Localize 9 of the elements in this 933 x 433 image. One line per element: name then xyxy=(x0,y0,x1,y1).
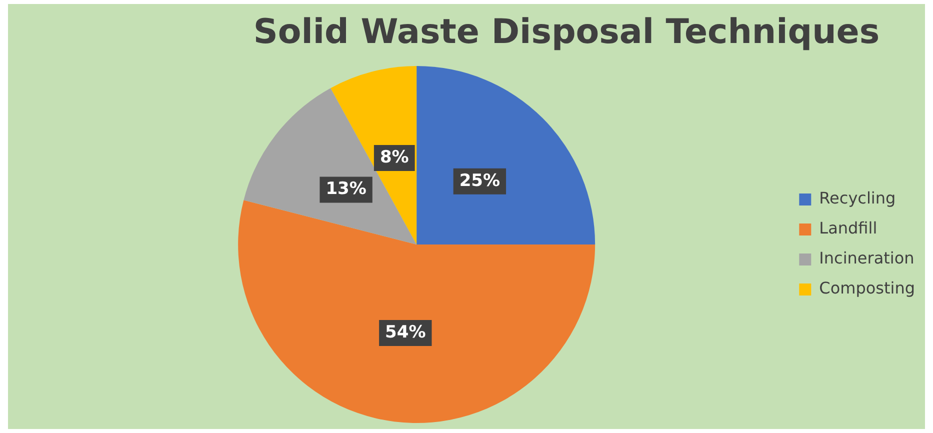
legend-label: Composting xyxy=(819,278,915,298)
legend-label: Recycling xyxy=(819,188,896,208)
data-label: 25% xyxy=(459,170,500,191)
legend-label: Landfill xyxy=(819,218,878,238)
data-label: 8% xyxy=(380,147,409,168)
data-label: 54% xyxy=(385,322,426,342)
legend-label: Incineration xyxy=(819,248,914,268)
chart-title: Solid Waste Disposal Techniques xyxy=(252,12,881,52)
data-label: 13% xyxy=(326,179,366,200)
